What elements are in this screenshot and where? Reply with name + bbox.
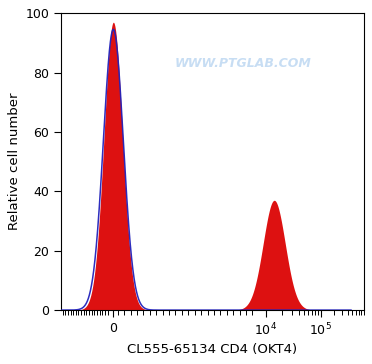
Text: WWW.PTGLAB.COM: WWW.PTGLAB.COM bbox=[174, 57, 311, 70]
X-axis label: CL555-65134 CD4 (OKT4): CL555-65134 CD4 (OKT4) bbox=[127, 343, 298, 356]
Y-axis label: Relative cell number: Relative cell number bbox=[8, 93, 21, 230]
